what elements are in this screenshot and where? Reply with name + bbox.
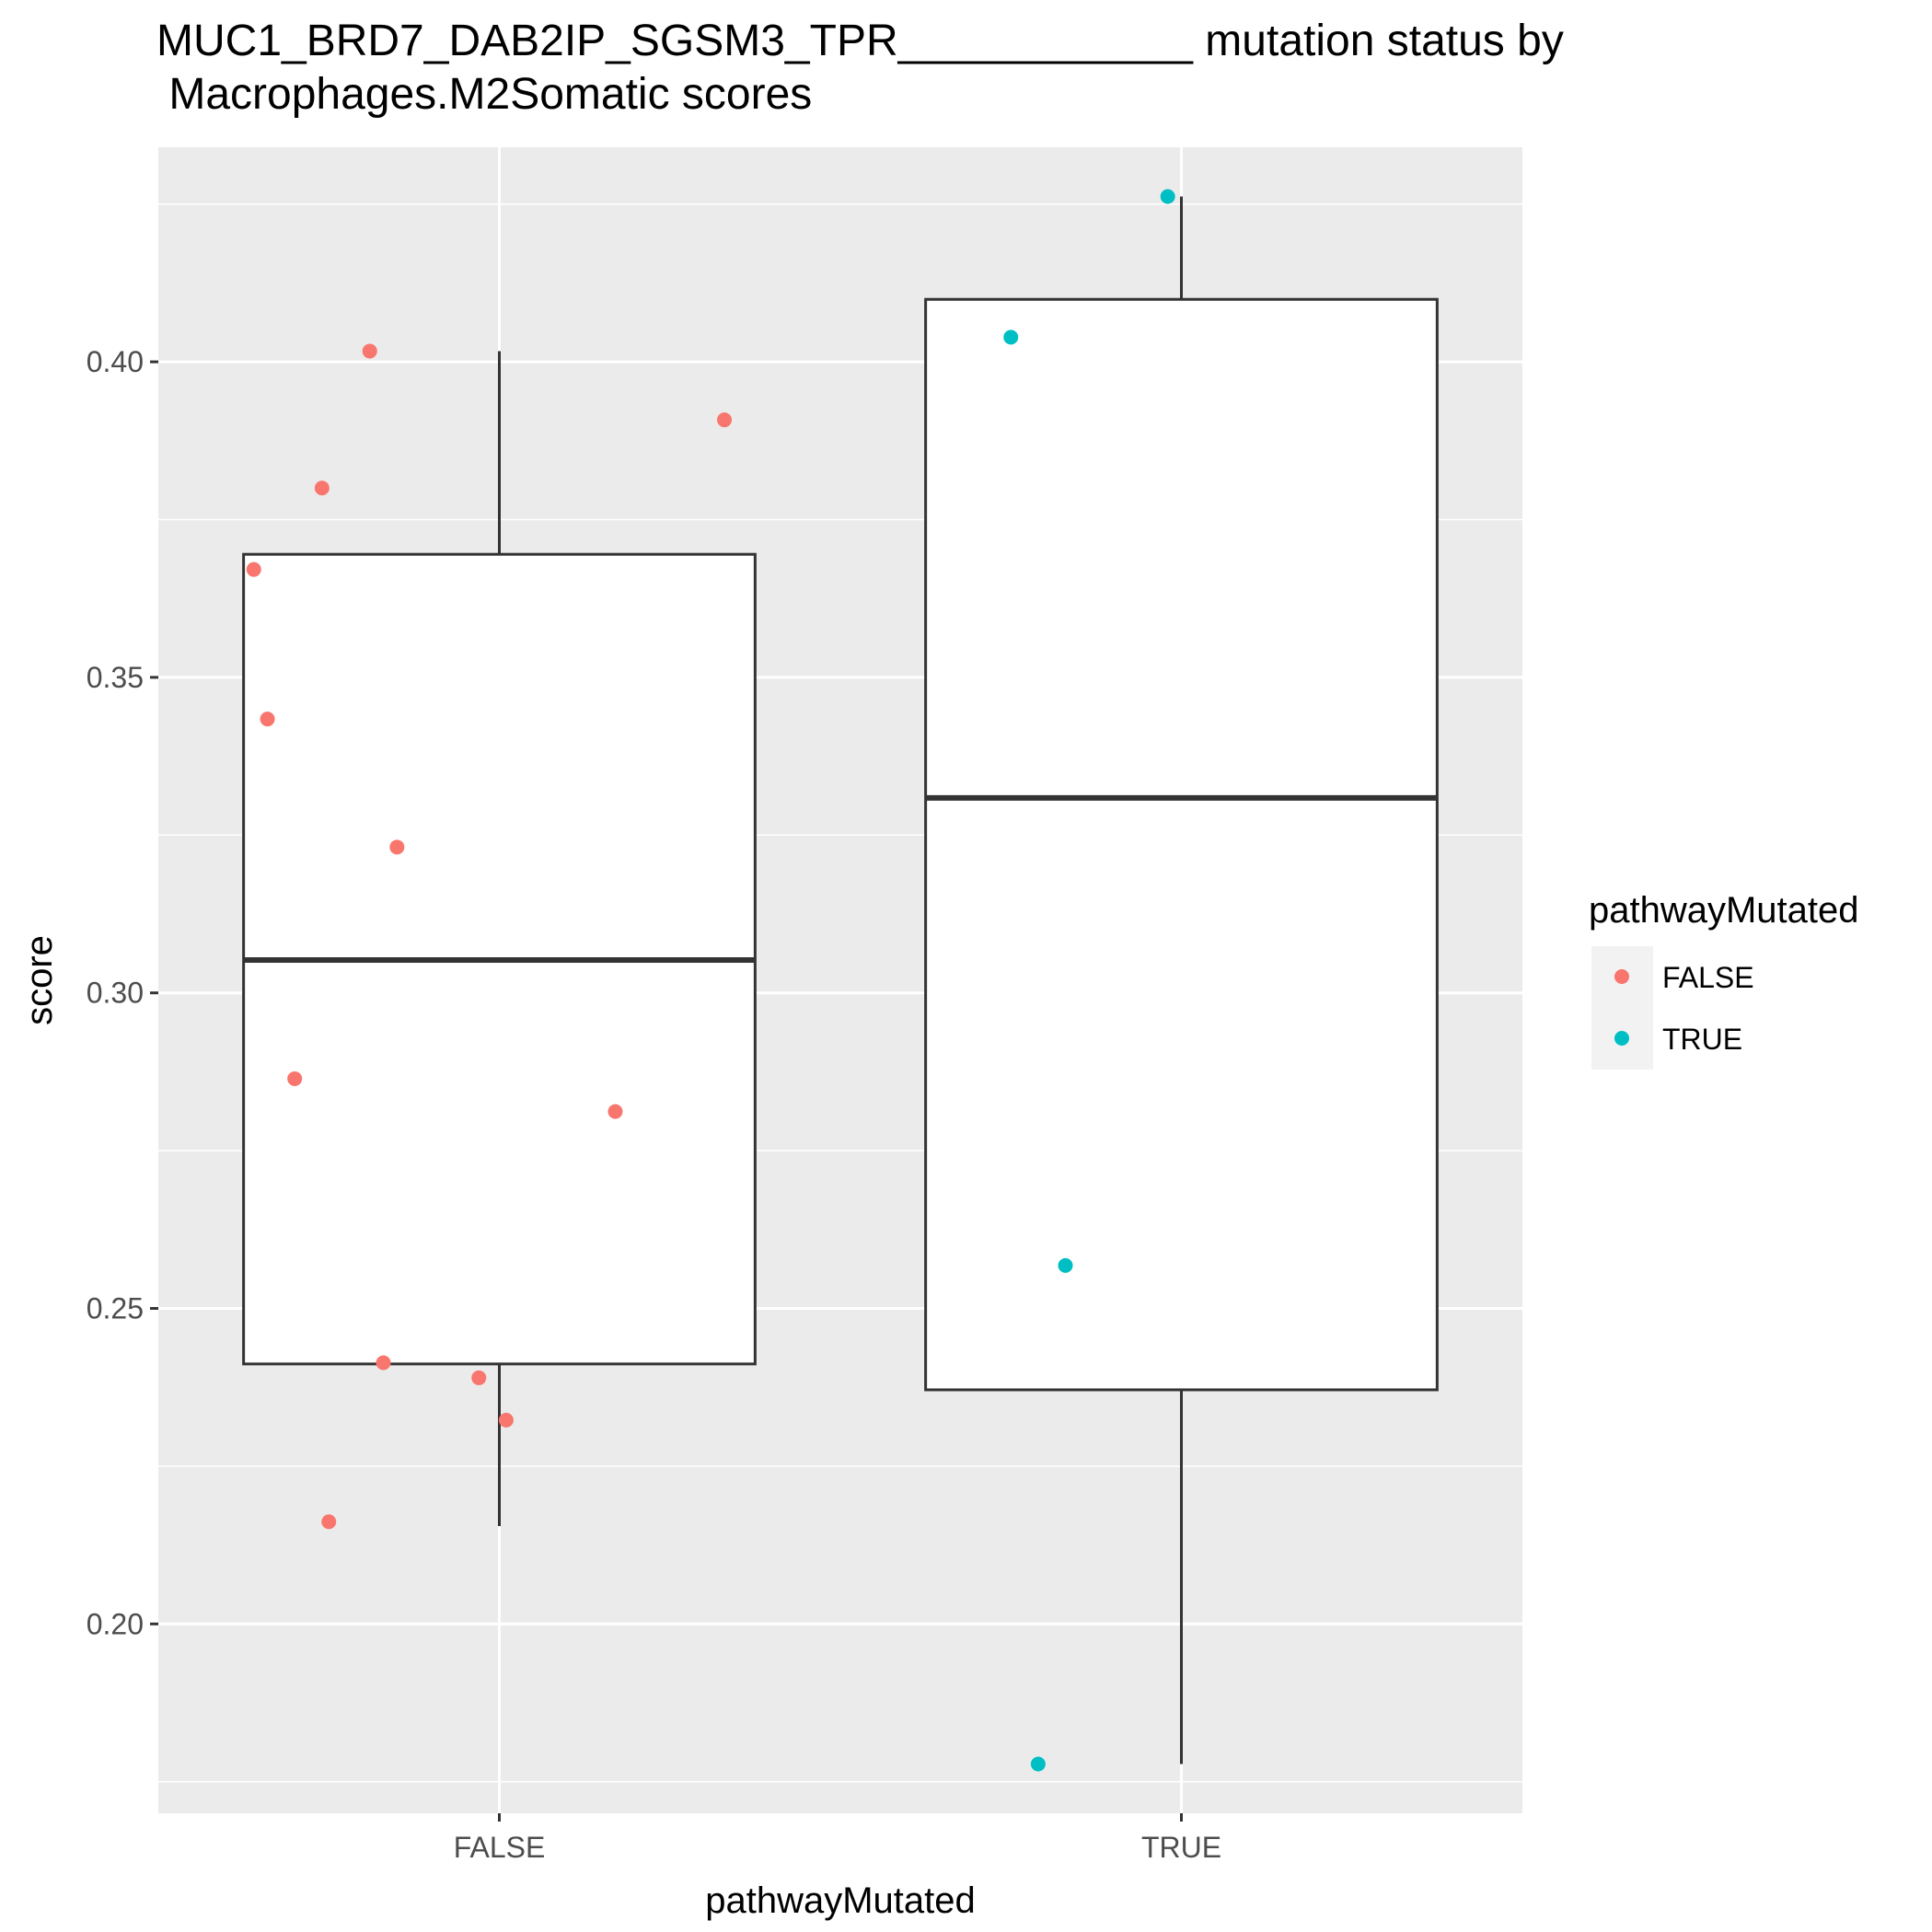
y-tick-label: 0.35 bbox=[87, 661, 144, 694]
data-point-false bbox=[498, 1412, 514, 1428]
y-axis: 0.20 0.25 0.30 0.35 0.40 bbox=[87, 345, 158, 1640]
data-point-false bbox=[314, 480, 330, 496]
y-tick-label: 0.25 bbox=[87, 1292, 144, 1325]
legend-dot-false bbox=[1614, 969, 1629, 984]
legend-dot-true bbox=[1614, 1031, 1629, 1046]
x-tick-label: TRUE bbox=[1141, 1831, 1221, 1864]
y-tick-label: 0.40 bbox=[87, 345, 144, 378]
data-point-false bbox=[321, 1514, 337, 1530]
x-tick-label: FALSE bbox=[454, 1831, 546, 1864]
box-false bbox=[242, 351, 757, 1527]
x-axis: FALSE TRUE bbox=[454, 1813, 1221, 1864]
data-point-false bbox=[246, 561, 261, 577]
y-axis-title: score bbox=[19, 935, 60, 1025]
data-point-true bbox=[1058, 1257, 1073, 1273]
data-point-true bbox=[1003, 330, 1019, 345]
data-point-false bbox=[287, 1070, 303, 1086]
legend-label-false: FALSE bbox=[1662, 961, 1754, 994]
data-points bbox=[246, 189, 1175, 1772]
box-body bbox=[924, 297, 1439, 1392]
data-point-false bbox=[376, 1355, 391, 1371]
data-point-false bbox=[471, 1370, 487, 1385]
box-true bbox=[924, 196, 1439, 1764]
x-axis-title: pathwayMutated bbox=[705, 1880, 976, 1921]
chart-title: MUC1_BRD7_DAB2IP_SGSM3_TPR____________ m… bbox=[156, 17, 1564, 119]
data-point-true bbox=[1160, 189, 1175, 204]
data-point-false bbox=[607, 1104, 623, 1119]
legend-label-true: TRUE bbox=[1662, 1023, 1742, 1056]
chart-title-line: Macrophages.M2Somatic scores bbox=[156, 70, 812, 119]
data-point-false bbox=[260, 711, 275, 727]
data-point-true bbox=[1030, 1756, 1046, 1772]
data-point-false bbox=[389, 839, 405, 855]
boxplots bbox=[242, 196, 1439, 1764]
legend-title: pathwayMutated bbox=[1589, 890, 1859, 931]
chart-title-line: MUC1_BRD7_DAB2IP_SGSM3_TPR____________ m… bbox=[156, 17, 1564, 65]
y-tick-label: 0.30 bbox=[87, 977, 144, 1010]
legend: pathwayMutated FALSE TRUE bbox=[1589, 890, 1859, 1070]
y-tick-label: 0.20 bbox=[87, 1607, 144, 1640]
data-point-false bbox=[362, 343, 377, 359]
data-point-false bbox=[717, 412, 733, 428]
